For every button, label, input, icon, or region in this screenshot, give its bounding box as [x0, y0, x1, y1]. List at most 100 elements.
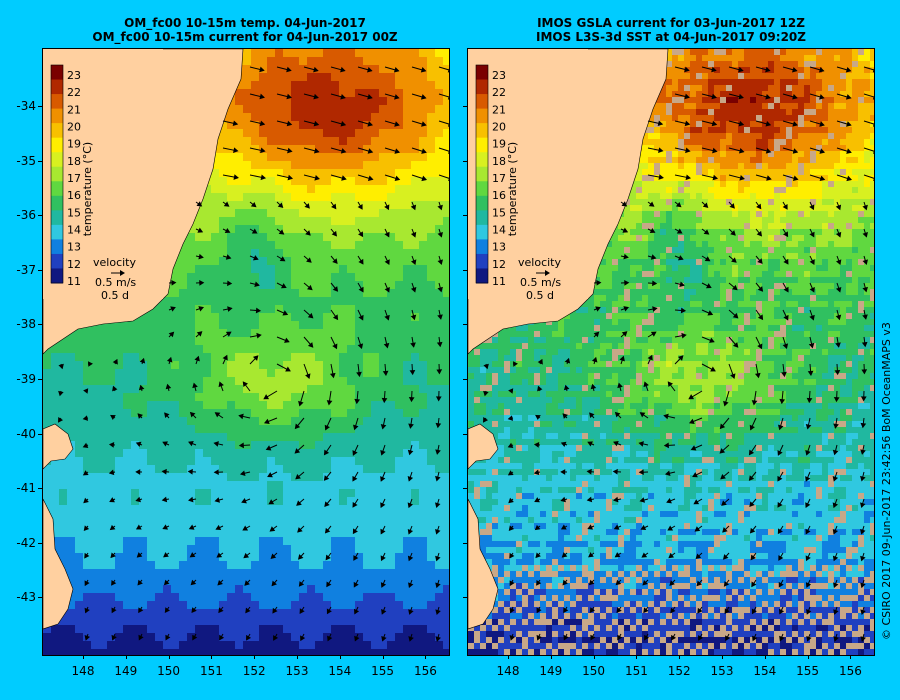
scale-swatch [476, 224, 488, 240]
scale-tick-label: 19 [67, 138, 81, 151]
scale-tick-label: 20 [492, 121, 506, 134]
lon-tick [636, 655, 638, 659]
credit-text: © CSIRO 2017 09-Jun-2017 23:42:56 BoM Oc… [880, 322, 893, 640]
scale-tick-label: 16 [492, 189, 506, 202]
scale-tick-label: 11 [492, 275, 506, 288]
lon-tick [764, 655, 766, 659]
scale-swatch [51, 108, 63, 124]
land-south-coast [468, 498, 499, 630]
left-map: 23 22 21 20 19 18 17 16 15 14 13 12 11 temperature (°… [42, 48, 450, 656]
scale-swatch [51, 195, 63, 211]
lat-tick [38, 433, 42, 435]
scale-tick-label: 21 [492, 103, 506, 116]
scale-swatch [476, 239, 488, 255]
current-arrows [483, 66, 874, 642]
lat-tick-label: -37 [16, 262, 36, 277]
lon-tick-label: 154 [753, 664, 777, 678]
lon-tick-label: 150 [582, 664, 606, 678]
color-scale-legend: 23 22 21 20 19 18 17 16 15 14 13 12 11 temperature (°… [468, 49, 588, 302]
right-title-line1: IMOS GSLA current for 03-Jun-2017 12Z [537, 16, 805, 30]
lat-tick [463, 488, 467, 490]
scale-tick-label: 19 [492, 138, 506, 151]
scale-swatch [476, 152, 488, 168]
lon-tick [297, 655, 298, 659]
lat-tick [38, 379, 42, 380]
scale-tick-label: 13 [492, 241, 506, 254]
lat-tick [463, 379, 467, 380]
right-panel-title: IMOS GSLA current for 03-Jun-2017 12Z IM… [466, 16, 876, 44]
land-island [43, 423, 74, 470]
scale-tick-label: 12 [492, 258, 506, 271]
scale-tick-label: 18 [67, 155, 81, 168]
scale-axis-label: temperature (°C) [81, 142, 94, 236]
velocity-label: velocity [518, 256, 561, 269]
lon-tick [550, 655, 552, 659]
lon-tick-label: 152 [242, 664, 266, 678]
lat-tick-label: -36 [16, 208, 36, 223]
lon-tick-label: 148 [71, 664, 95, 678]
lon-tick [83, 655, 84, 659]
right-title-line2: IMOS L3S-3d SST at 04-Jun-2017 09:20Z [536, 30, 806, 44]
lon-tick [593, 655, 595, 659]
left-title-line2: OM_fc00 10-15m current for 04-Jun-2017 0… [92, 30, 398, 44]
lat-tick [38, 324, 42, 326]
lat-tick [463, 106, 467, 107]
velocity-time-text: 0.5 d [101, 289, 129, 302]
lon-tick [211, 655, 213, 659]
scale-swatch [51, 137, 63, 153]
scale-swatch [476, 268, 488, 284]
scale-swatch [51, 123, 63, 139]
scale-swatch [51, 253, 63, 269]
scale-tick-label: 22 [67, 86, 81, 99]
lat-tick [463, 269, 467, 271]
scale-swatch [51, 181, 63, 197]
scale-swatch [476, 65, 488, 81]
velocity-time-text: 0.5 d [526, 289, 554, 302]
scale-tick-label: 18 [492, 155, 506, 168]
scale-tick-label: 11 [67, 275, 81, 288]
lat-tick [463, 215, 467, 217]
scale-swatch [51, 239, 63, 255]
lon-tick [508, 655, 509, 659]
scale-axis-label: temperature (°C) [506, 142, 519, 236]
lon-tick-label: 151 [199, 664, 223, 678]
scale-tick-label: 13 [67, 241, 81, 254]
lat-tick [38, 269, 42, 271]
scale-tick-label: 17 [67, 172, 81, 185]
scale-tick-label: 14 [67, 224, 81, 237]
lat-tick [463, 324, 467, 326]
scale-swatch [476, 79, 488, 95]
scale-swatch [51, 152, 63, 168]
current-arrows [58, 66, 449, 642]
scale-swatch [476, 108, 488, 124]
lon-tick [339, 655, 341, 659]
scale-tick-label: 14 [492, 224, 506, 237]
scale-tick-label: 16 [67, 189, 81, 202]
scale-tick-label: 20 [67, 121, 81, 134]
scale-swatch [476, 137, 488, 153]
scale-swatch [51, 268, 63, 284]
scale-swatch [51, 65, 63, 81]
scale-tick-label: 15 [67, 206, 81, 219]
lat-tick [38, 488, 42, 490]
lon-tick-label: 152 [667, 664, 691, 678]
lat-tick [463, 160, 467, 162]
left-map-canvas: 23 22 21 20 19 18 17 16 15 14 13 12 11 temperature (°… [43, 49, 449, 655]
lon-tick-label: 156 [413, 664, 437, 678]
lon-tick [382, 655, 384, 659]
lat-tick-label: -40 [16, 426, 36, 441]
lat-tick [463, 597, 467, 599]
velocity-scale-text: 0.5 m/s [95, 276, 136, 289]
left-panel-title: OM_fc00 10-15m temp. 04-Jun-2017 OM_fc00… [40, 16, 450, 44]
scale-tick-label: 17 [492, 172, 506, 185]
land-south-coast [43, 498, 74, 630]
lat-tick [38, 106, 42, 107]
scale-swatch [476, 195, 488, 211]
land-island [468, 423, 499, 470]
lat-tick-label: -41 [16, 481, 36, 496]
lon-tick-label: 153 [285, 664, 309, 678]
scale-tick-label: 23 [67, 69, 81, 82]
lat-tick-label: -39 [16, 372, 36, 386]
lon-tick-label: 150 [157, 664, 181, 678]
left-title-line1: OM_fc00 10-15m temp. 04-Jun-2017 [124, 16, 366, 30]
